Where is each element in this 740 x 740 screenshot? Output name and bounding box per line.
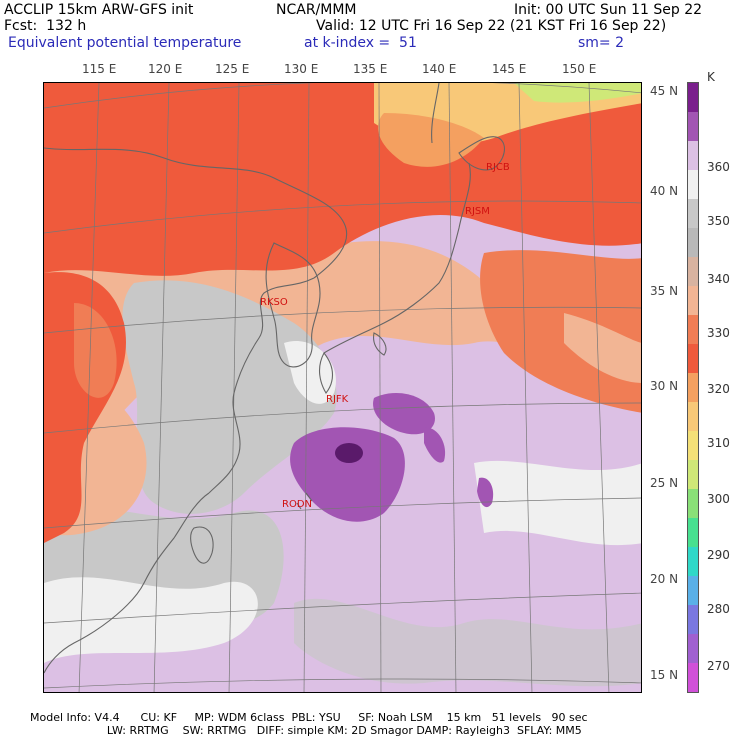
lat-label: 45 N bbox=[650, 84, 679, 98]
lat-label: 25 N bbox=[650, 476, 679, 490]
model-info-line1: Model Info: V4.4 CU: KF MP: WDM 6class P… bbox=[30, 711, 588, 724]
colorbar-label: 330 bbox=[707, 326, 730, 340]
smoothing-label: sm= 2 bbox=[578, 35, 625, 51]
forecast-hour: Fcst: 132 h bbox=[4, 18, 87, 34]
lon-label: 150 E bbox=[562, 62, 597, 76]
model-title: ACCLIP 15km ARW-GFS init bbox=[4, 2, 194, 18]
lon-label: 135 E bbox=[353, 62, 388, 76]
colorbar bbox=[687, 82, 699, 693]
lat-label: 15 N bbox=[650, 668, 679, 682]
lat-label: 40 N bbox=[650, 184, 679, 198]
colorbar-label: 340 bbox=[707, 272, 730, 286]
level-label: at k-index = 51 bbox=[304, 35, 417, 51]
theta-e-field bbox=[44, 83, 641, 692]
field-name: Equivalent potential temperature bbox=[8, 35, 242, 51]
colorbar-label: 360 bbox=[707, 160, 730, 174]
lat-label: 35 N bbox=[650, 284, 679, 298]
colorbar-label: 320 bbox=[707, 382, 730, 396]
colorbar-label: 290 bbox=[707, 548, 730, 562]
station-label: RJFK bbox=[326, 394, 349, 405]
init-time: Init: 00 UTC Sun 11 Sep 22 bbox=[514, 2, 703, 18]
lon-label: 140 E bbox=[422, 62, 457, 76]
lon-label: 115 E bbox=[82, 62, 117, 76]
map-panel bbox=[43, 82, 642, 693]
station-label: RODN bbox=[282, 499, 312, 510]
lat-label: 30 N bbox=[650, 379, 679, 393]
colorbar-label: 310 bbox=[707, 436, 730, 450]
lon-label: 145 E bbox=[492, 62, 527, 76]
colorbar-label: 280 bbox=[707, 602, 730, 616]
lon-label: 125 E bbox=[215, 62, 250, 76]
colorbar-label: 350 bbox=[707, 214, 730, 228]
station-label: RJSM bbox=[465, 206, 490, 217]
model-info-line2: LW: RRTMG SW: RRTMG DIFF: simple KM: 2D … bbox=[30, 724, 582, 737]
station-label: RJCB bbox=[486, 162, 510, 173]
lon-label: 120 E bbox=[148, 62, 183, 76]
colorbar-label: 300 bbox=[707, 492, 730, 506]
colorbar-unit: K bbox=[707, 70, 715, 84]
colorbar-label: 270 bbox=[707, 659, 730, 673]
valid-time: Valid: 12 UTC Fri 16 Sep 22 (21 KST Fri … bbox=[316, 18, 667, 34]
lon-label: 130 E bbox=[284, 62, 319, 76]
lat-label: 20 N bbox=[650, 572, 679, 586]
org-label: NCAR/MMM bbox=[276, 2, 357, 18]
station-label: RKSO bbox=[260, 297, 288, 308]
